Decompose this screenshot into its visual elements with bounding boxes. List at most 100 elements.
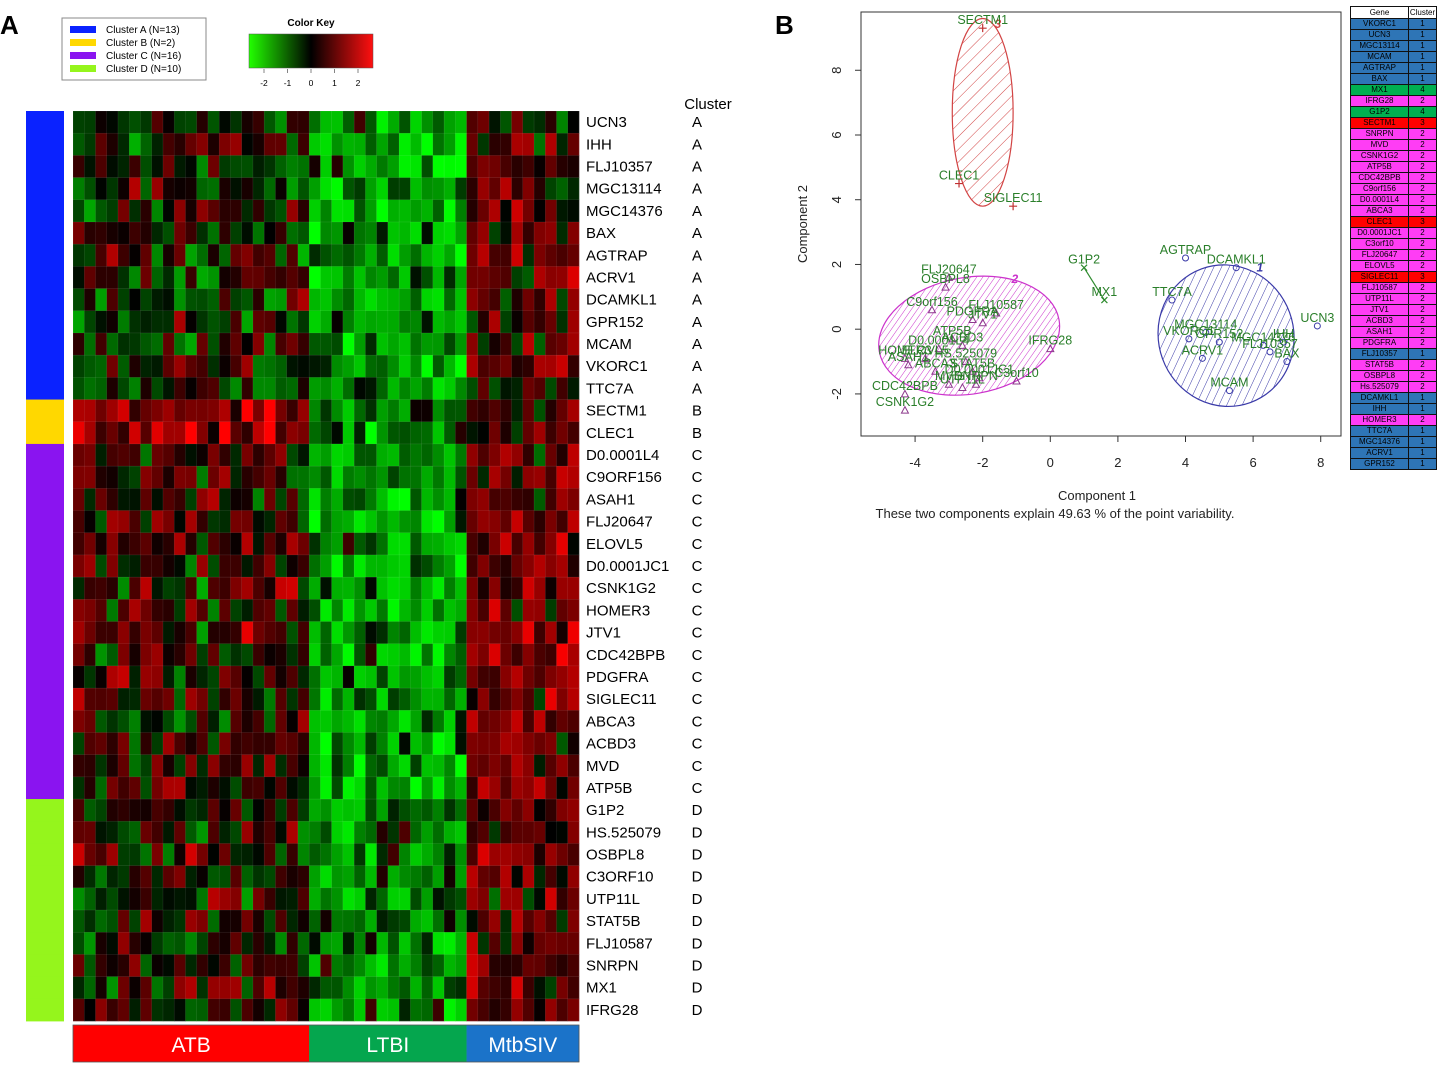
heatmap-cell [162,510,175,534]
pca-point [1182,254,1190,262]
heatmap-cell [376,377,389,400]
heatmap-cell [556,621,569,644]
heatmap-cell [309,577,321,600]
heatmap-cell [342,710,355,733]
heatmap-cell [252,466,265,489]
heatmap-cell [455,111,467,134]
table-cell-cluster: 1 [1408,392,1437,404]
heatmap-cell [387,621,400,644]
heatmap-cell [477,111,490,134]
heatmap-cell [264,554,276,578]
heatmap-cell [534,865,546,889]
heatmap-cell [264,621,276,644]
heatmap-cell [196,976,209,1000]
group-segment [309,1025,467,1062]
heatmap-cell [567,932,580,955]
heatmap-cell [252,799,265,822]
pca-x-tick-label: 8 [1317,455,1324,470]
heatmap-cell [309,133,321,156]
table-cell-cluster: 1 [1408,436,1437,448]
color-key-tick-label: 1 [332,78,337,88]
heatmap-cell [219,776,231,800]
heatmap-cell [309,510,321,534]
gene-label: IFRG28 [586,1002,639,1019]
heatmap-cell [500,288,512,312]
heatmap-cell [230,599,242,622]
heatmap-cell [151,932,164,955]
heatmap-cell [252,732,265,755]
heatmap-cell [275,776,287,800]
heatmap-cell [545,732,557,755]
heatmap-cell [354,466,366,489]
heatmap-cell [252,554,265,578]
heatmap-cell [140,266,153,289]
heatmap-cell [162,332,175,356]
heatmap-cell [174,732,186,755]
heatmap-cell [376,843,389,866]
heatmap-cell [207,111,220,134]
heatmap-cell [275,910,287,933]
pca-point-label: FLJ10357 [1242,337,1298,351]
heatmap-cell [545,665,557,689]
heatmap-cell [342,377,355,400]
heatmap-cell [207,843,220,866]
table-cell-cluster: 1 [1408,458,1437,470]
heatmap-cell [162,799,175,822]
heatmap-cell [522,887,535,911]
pca-y-tick-label: 8 [829,67,844,74]
heatmap-cell [432,443,445,467]
heatmap-cell [376,821,389,844]
row-cluster-color [26,754,64,778]
pca-point [978,318,988,327]
heatmap-cell [477,355,490,378]
heatmap-cell [365,976,377,1000]
heatmap-cell [174,443,186,467]
heatmap-cell [230,466,242,489]
heatmap-cell [567,843,580,866]
row-cluster-color [26,887,64,911]
heatmap-cell [207,488,220,511]
heatmap-cell [95,976,108,1000]
heatmap-cell [230,155,242,178]
heatmap-cell [455,754,467,778]
heatmap-cell [534,221,546,245]
heatmap-cell [444,155,456,178]
heatmap-cell [432,998,445,1022]
pca-point-label: UCN3 [1300,311,1334,325]
cluster-ellipse [951,17,1014,207]
heatmap-cell [84,399,96,423]
color-key-tick-label: 2 [356,78,361,88]
heatmap-cell [230,532,242,556]
heatmap-cell [342,643,355,667]
heatmap-cell [500,399,512,423]
heatmap-cell [207,310,220,334]
heatmap-cell [522,910,535,933]
heatmap-cell [432,466,445,489]
heatmap-cell [275,665,287,689]
heatmap-cell [489,244,501,267]
heatmap-cell [95,244,108,267]
heatmap-cell [140,310,153,334]
heatmap-cell [477,288,490,312]
table-cell-gene: IFRG28 [1350,95,1409,107]
heatmap-cell [387,577,400,600]
heatmap-cell [286,266,299,289]
heatmap-cell [342,821,355,844]
heatmap-cell [174,976,186,1000]
heatmap-cell [264,510,276,534]
heatmap-cell [151,199,164,223]
heatmap-cell [477,443,490,467]
heatmap-cell [455,510,467,534]
heatmap-cell [421,954,434,977]
heatmap-cell [354,332,366,356]
pca-y-label: Component 2 [795,185,810,263]
heatmap-cell [556,887,569,911]
pca-point [903,360,913,369]
gene-label: TTC7A [586,380,634,397]
heatmap-cell [275,466,287,489]
heatmap-cell [376,910,389,933]
heatmap-cell [331,133,344,156]
heatmap-cell [309,111,321,134]
heatmap-cell [522,466,535,489]
pca-point [1012,376,1021,385]
